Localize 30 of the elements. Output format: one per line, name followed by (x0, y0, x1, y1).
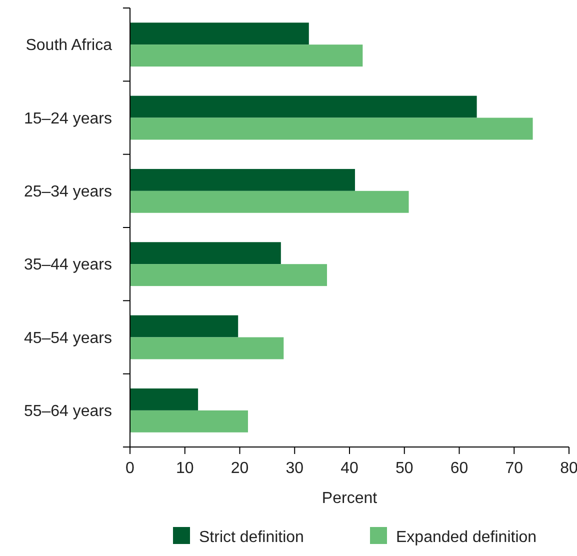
bar (130, 264, 327, 286)
x-tick-label: 40 (340, 460, 358, 477)
x-tick-label: 70 (505, 460, 524, 477)
bar (130, 190, 409, 213)
bar (130, 388, 198, 410)
legend-label: Expanded definition (396, 529, 537, 546)
bar (130, 118, 533, 140)
y-tick-label: South Africa (26, 37, 112, 54)
x-tick-label: 30 (286, 460, 304, 477)
x-tick-label: 0 (126, 460, 135, 477)
bar (130, 242, 281, 264)
legend-label: Strict definition (199, 529, 304, 546)
x-tick-label: 10 (176, 460, 194, 477)
y-tick-label: 45–54 years (24, 330, 112, 347)
x-tick-label: 80 (560, 460, 577, 477)
bar (130, 168, 355, 191)
y-tick-label: 15–24 years (24, 110, 112, 128)
bar (130, 315, 238, 338)
bar (130, 96, 477, 118)
bar (130, 337, 284, 360)
bar (130, 410, 248, 432)
x-tick-label: 60 (450, 460, 468, 477)
y-tick-label: 35–44 years (24, 256, 112, 274)
x-tick-label: 20 (230, 460, 249, 477)
x-axis-title: Percent (322, 490, 378, 507)
y-tick-label: 55–64 years (24, 403, 112, 420)
bar (130, 22, 309, 45)
y-tick-label: 25–34 years (24, 184, 112, 201)
x-tick-label: 50 (395, 460, 414, 477)
bar (130, 44, 363, 67)
